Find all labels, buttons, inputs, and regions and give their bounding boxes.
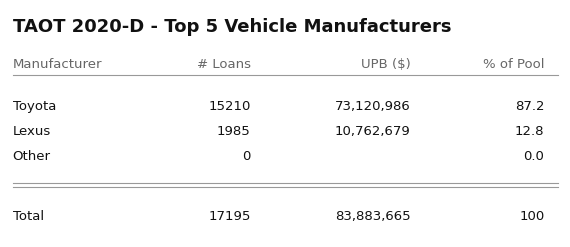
Text: 0.0: 0.0: [523, 150, 544, 163]
Text: Other: Other: [13, 150, 51, 163]
Text: 73,120,986: 73,120,986: [335, 100, 410, 113]
Text: # Loans: # Loans: [197, 58, 251, 71]
Text: 1985: 1985: [217, 125, 251, 138]
Text: Manufacturer: Manufacturer: [13, 58, 102, 71]
Text: UPB ($): UPB ($): [361, 58, 410, 71]
Text: Toyota: Toyota: [13, 100, 56, 113]
Text: Total: Total: [13, 210, 44, 223]
Text: 15210: 15210: [209, 100, 251, 113]
Text: 10,762,679: 10,762,679: [335, 125, 410, 138]
Text: 12.8: 12.8: [515, 125, 544, 138]
Text: Lexus: Lexus: [13, 125, 51, 138]
Text: % of Pool: % of Pool: [483, 58, 544, 71]
Text: 87.2: 87.2: [515, 100, 544, 113]
Text: 100: 100: [519, 210, 544, 223]
Text: 83,883,665: 83,883,665: [335, 210, 410, 223]
Text: 0: 0: [242, 150, 251, 163]
Text: TAOT 2020-D - Top 5 Vehicle Manufacturers: TAOT 2020-D - Top 5 Vehicle Manufacturer…: [13, 18, 451, 36]
Text: 17195: 17195: [209, 210, 251, 223]
